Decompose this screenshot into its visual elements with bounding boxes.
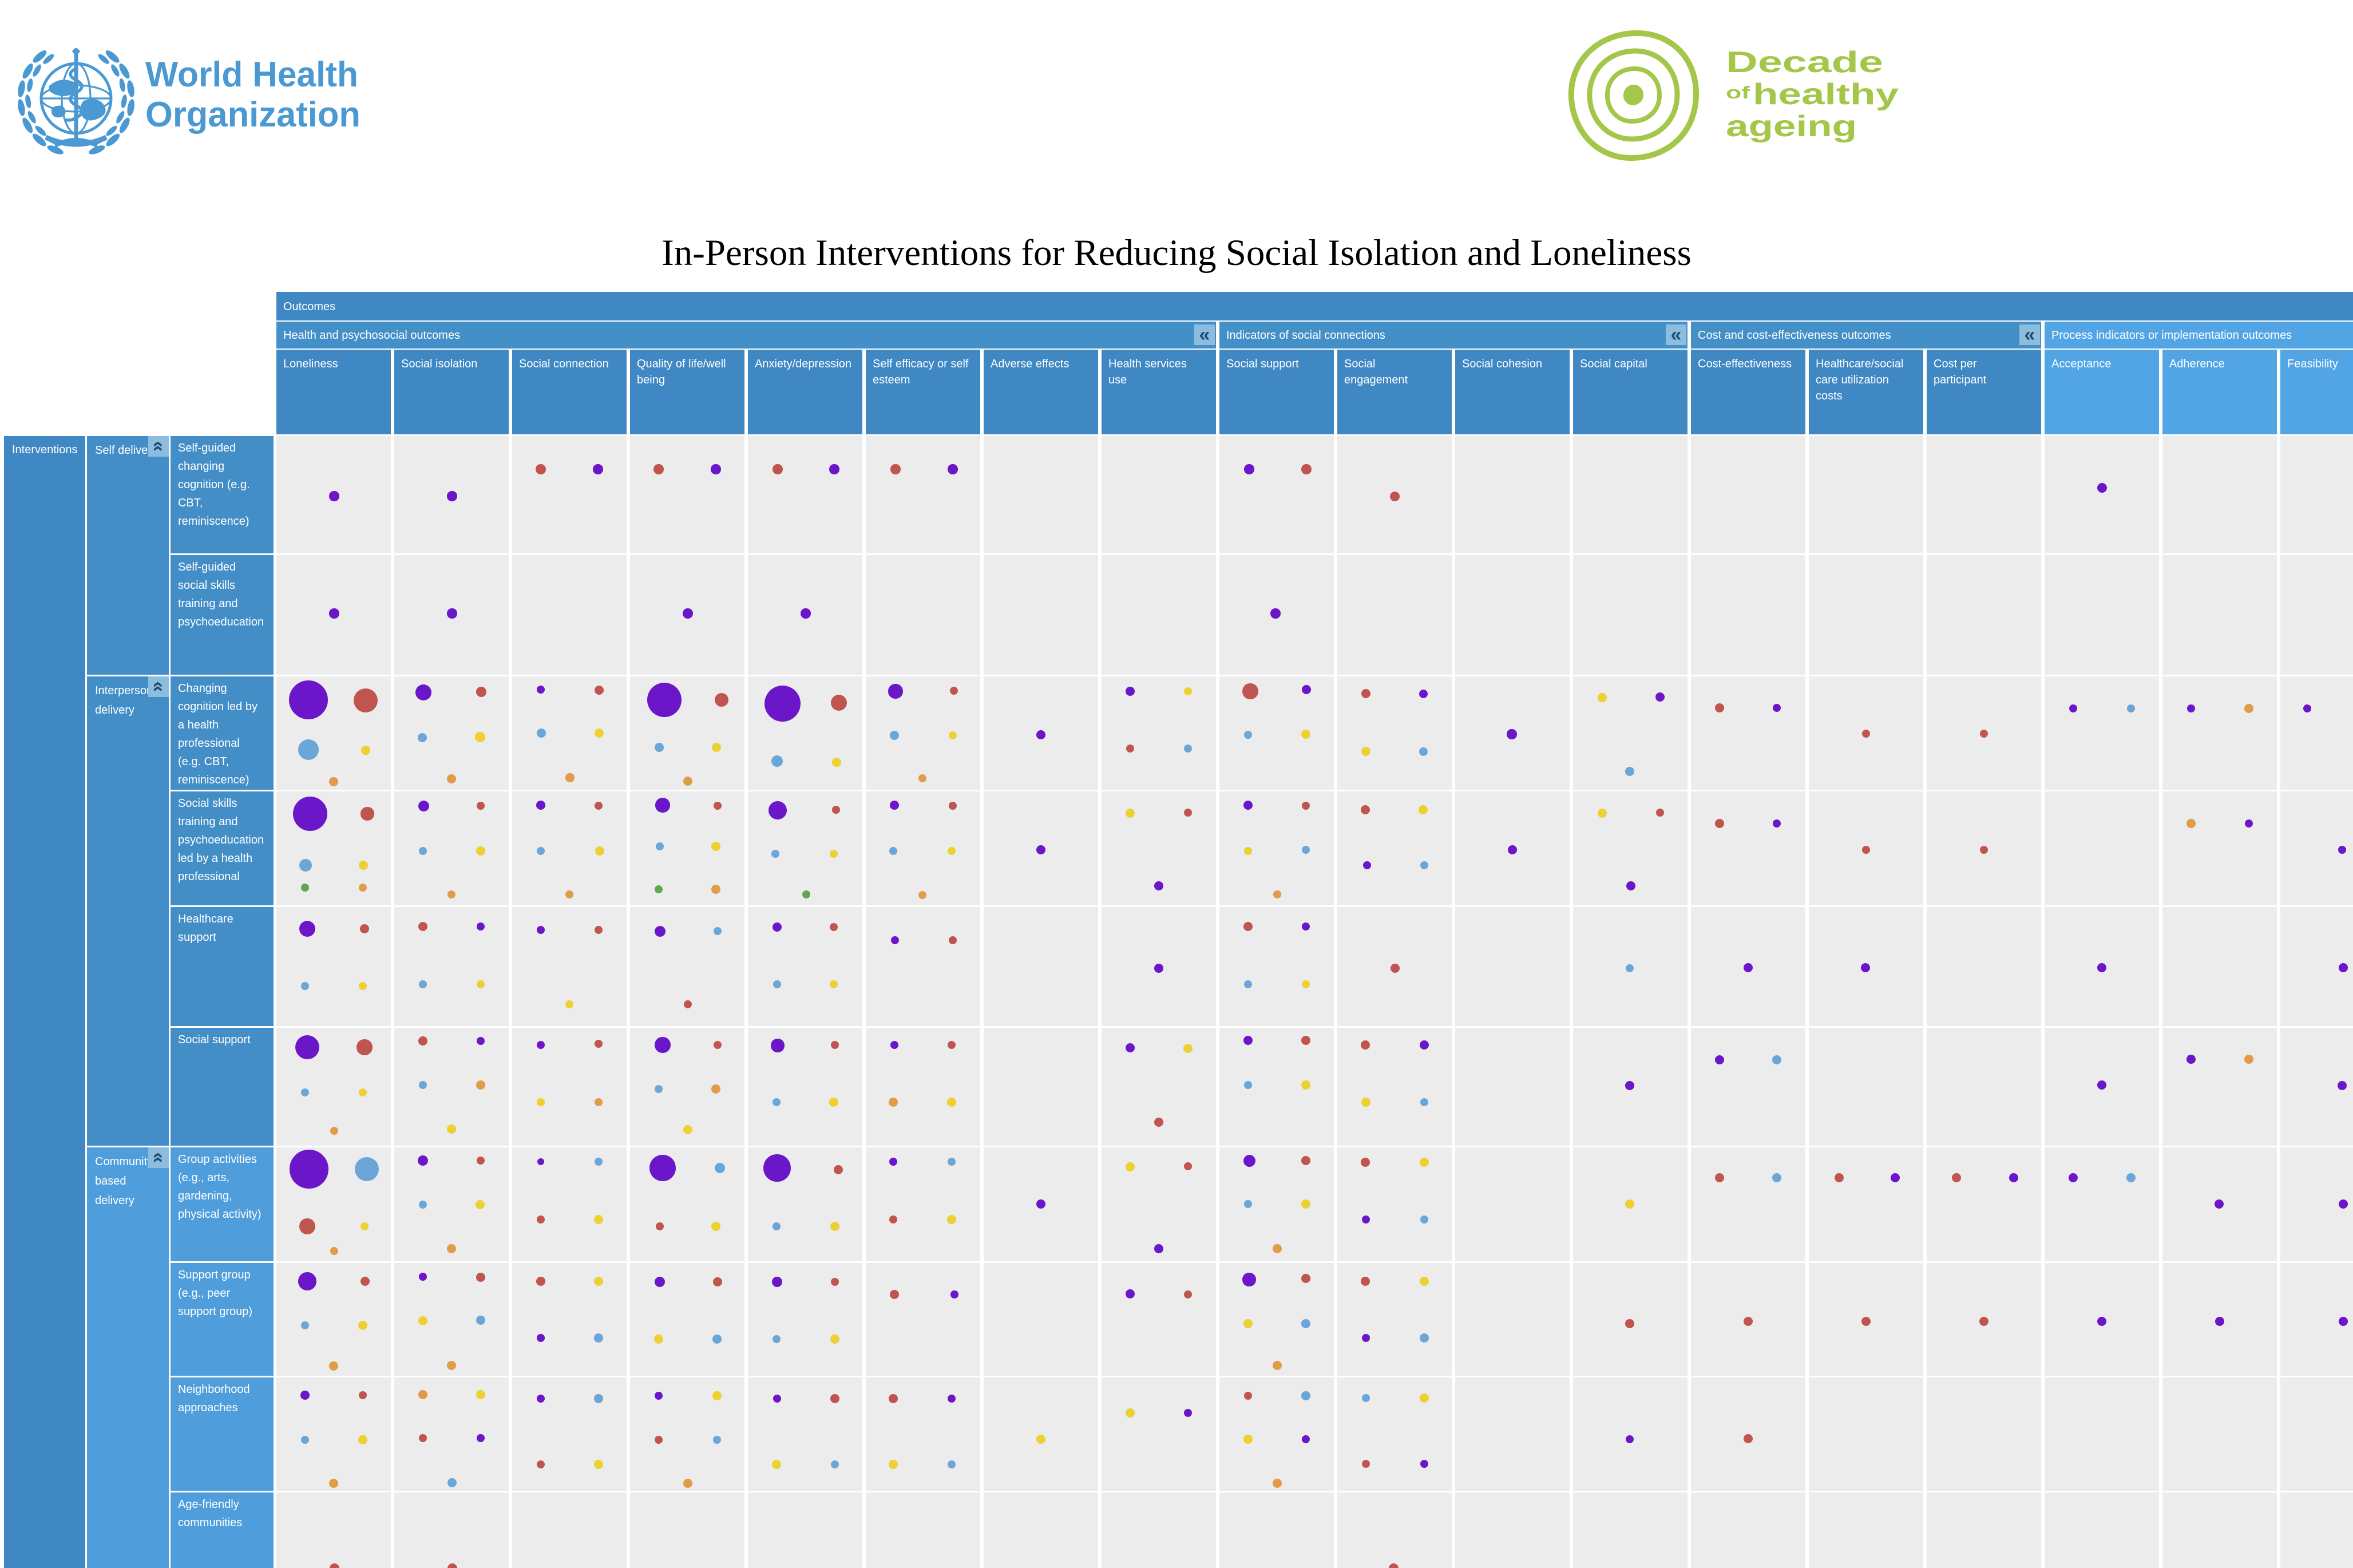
svg-text:of: of [1726, 82, 1750, 102]
svg-text:Decade: Decade [1726, 46, 1883, 79]
svg-text:ageing: ageing [1726, 110, 1857, 143]
svg-text:Organization: Organization [145, 95, 361, 134]
svg-text:healthy: healthy [1753, 78, 1899, 111]
svg-text:World Health: World Health [145, 55, 358, 94]
